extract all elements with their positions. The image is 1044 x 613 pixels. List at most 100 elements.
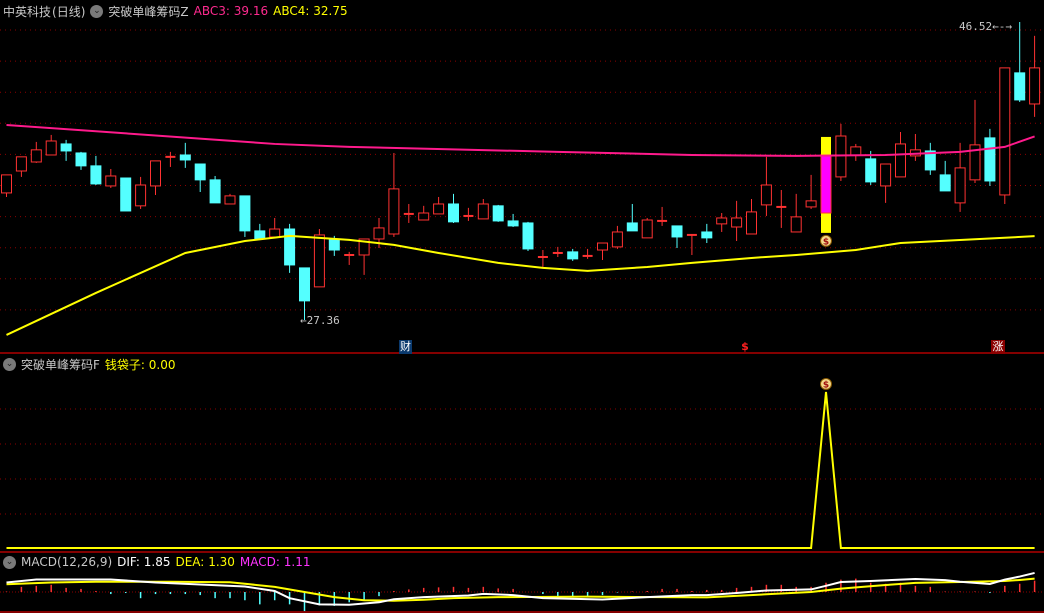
candle-down: [448, 203, 459, 223]
candle-up: [805, 200, 817, 208]
candle-up: [15, 156, 27, 172]
candle-up: [999, 67, 1011, 196]
dea-label: DEA:: [175, 555, 205, 569]
money-bag-icon-glyph: $: [823, 381, 829, 391]
abc4-label: ABC4:: [273, 4, 310, 18]
money-bag-value: 0.00: [148, 357, 176, 372]
candle-down: [239, 195, 251, 232]
candle-down: [626, 222, 638, 232]
moving-average-lines: [6, 123, 1035, 336]
high-price-value: 46.52: [959, 20, 993, 33]
candle-up: [433, 203, 445, 215]
arrow-left-icon: ←: [300, 314, 307, 327]
candle-down: [120, 177, 132, 212]
candle-down: [60, 143, 72, 152]
high-price-label: 46.52←-→: [959, 20, 1012, 33]
candle-up: [150, 160, 161, 187]
candle-up: [477, 203, 489, 220]
candle-down: [984, 137, 996, 182]
abc4-value: 32.75: [313, 4, 348, 18]
macd-panel: [5, 571, 1036, 612]
macd-panel-header: ⌄ MACD(12,26,9) DIF: 1.85 DEA: 1.30 MACD…: [3, 552, 310, 572]
candle-down: [671, 225, 683, 238]
candle-up: [224, 195, 236, 205]
candle-up: [388, 188, 400, 235]
candlesticks: $$: [1, 22, 1041, 391]
period-label: (日线): [52, 4, 86, 19]
signal-line: [6, 391, 1035, 549]
abc3-label: ABC3:: [193, 4, 230, 18]
dollar-marker[interactable]: $: [741, 340, 749, 353]
candle-up: [313, 234, 325, 288]
money-bag-label: 钱袋子:: [104, 357, 145, 372]
arrow-right-icon: ←-→: [992, 20, 1012, 33]
low-price-label: ←27.36: [300, 314, 340, 327]
chevron-down-icon[interactable]: ⌄: [90, 4, 104, 18]
chevron-down-icon[interactable]: ⌄: [3, 357, 16, 371]
macd-name[interactable]: MACD(12,26,9): [21, 555, 113, 569]
dea-value: 1.30: [208, 555, 235, 569]
candle-down: [75, 152, 87, 167]
dif-legend: DIF: 1.85: [117, 555, 170, 569]
indicator-name[interactable]: 突破单峰筹码Z: [108, 4, 189, 19]
finance-marker[interactable]: 财: [399, 340, 412, 354]
candle-down: [567, 251, 579, 260]
candle-up: [746, 211, 757, 235]
candle-up: [105, 175, 117, 187]
macd-value: 1.11: [283, 555, 311, 569]
candle-up: [641, 219, 653, 239]
candle-down: [284, 228, 296, 266]
candle-up: [135, 184, 147, 207]
candle-up: [30, 149, 42, 163]
money-bag-icon: [820, 378, 832, 390]
candle-down: [701, 231, 713, 239]
candle-up: [895, 143, 906, 178]
money-bag-legend: 钱袋子: 0.00: [105, 356, 176, 373]
candle-down: [939, 174, 951, 192]
candle-up: [1, 174, 12, 194]
candle-up: [358, 238, 370, 256]
candle-down: [522, 222, 534, 250]
dea-line: [6, 577, 1035, 602]
panel-separators: [0, 352, 1044, 613]
candle-up: [373, 227, 385, 240]
rise-marker[interactable]: 涨: [991, 340, 1005, 354]
money-bag-icon: [820, 234, 832, 247]
candle-up: [731, 217, 743, 228]
macd-label: MACD:: [239, 555, 280, 569]
dif-value: 1.85: [143, 555, 171, 569]
candle-up: [611, 231, 623, 248]
candle-down: [507, 220, 519, 227]
candle-down: [865, 158, 877, 183]
candle-down: [328, 239, 340, 251]
grid-lines: [0, 29, 1044, 593]
sub-panel-header: ⌄ 突破单峰筹码F 钱袋子: 0.00: [3, 354, 176, 374]
candle-up: [597, 242, 608, 251]
macd-legend: MACD: 1.11: [240, 555, 311, 569]
candle-down: [299, 267, 310, 302]
candle-down: [924, 150, 936, 171]
candle-down: [194, 163, 206, 181]
low-price-value: 27.36: [306, 314, 340, 327]
candle-up: [418, 212, 430, 221]
candle-up: [969, 144, 981, 181]
abc3-legend: ABC3: 39.16: [194, 4, 268, 18]
signal-panel: [6, 391, 1035, 549]
dea-legend: DEA: 1.30: [175, 555, 234, 569]
candle-down: [1014, 72, 1026, 101]
money-bag-icon-glyph: $: [823, 237, 829, 247]
candle-down: [254, 230, 266, 240]
sub-indicator-name[interactable]: 突破单峰筹码F: [21, 357, 100, 372]
candle-down: [209, 179, 221, 204]
candle-up: [760, 184, 772, 206]
abc4-line: [6, 234, 1035, 336]
main-panel-header: 中英科技 (日线) ⌄ 突破单峰筹码Z ABC3: 39.16 ABC4: 32…: [3, 1, 348, 21]
abc3-value: 39.16: [233, 4, 269, 18]
candle-up: [1029, 67, 1041, 105]
candle-up: [880, 163, 892, 187]
abc3-line: [6, 123, 1035, 157]
candle-up: [820, 155, 832, 214]
candle-down: [492, 205, 504, 222]
chevron-down-icon[interactable]: ⌄: [3, 555, 16, 569]
